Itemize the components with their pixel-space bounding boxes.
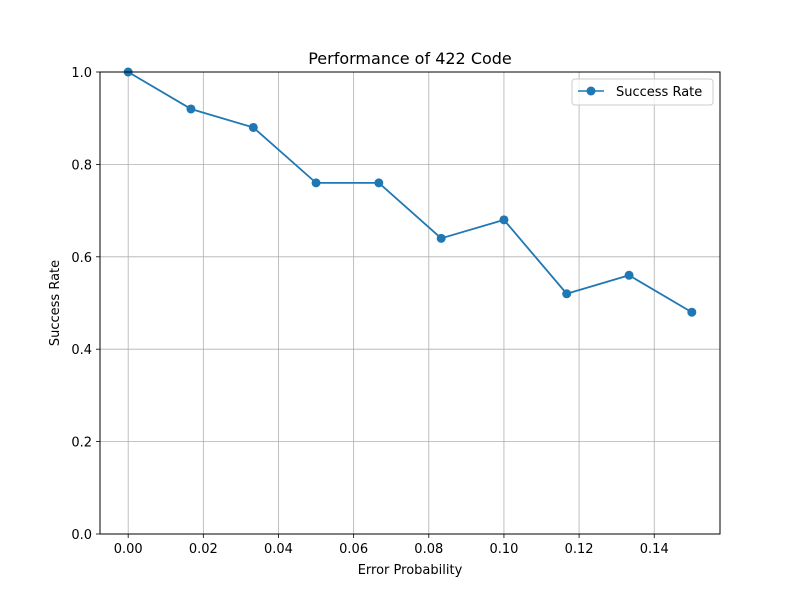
axis-ticks: 0.00 0.02 0.04 0.06 0.08 0.10 0.12 0.14 0.0 0.2 0.… — [71, 66, 668, 557]
legend-box — [571, 78, 714, 106]
x-tick-label: 0.06 — [339, 542, 368, 557]
x-tick-label: 0.12 — [565, 542, 594, 557]
data-point — [687, 307, 697, 317]
data-point — [311, 178, 321, 188]
data-point — [248, 122, 258, 132]
y-axis-title: Success Rate — [48, 260, 63, 346]
chart-title: Performance of 422 Code — [308, 49, 512, 68]
x-tick-label: 0.08 — [414, 542, 443, 557]
data-point — [624, 270, 634, 280]
plot-frame — [99, 71, 721, 535]
series-layer — [123, 67, 697, 317]
data-point — [499, 215, 509, 225]
x-tick-label: 0.10 — [489, 542, 518, 557]
y-tick-label: 0.8 — [71, 158, 92, 173]
y-tick-label: 0.0 — [71, 528, 92, 543]
legend: Success Rate — [571, 78, 714, 106]
y-tick-label: 1.0 — [71, 66, 92, 81]
series-line — [127, 71, 693, 314]
y-tick-label: 0.4 — [71, 343, 92, 358]
x-axis-title: Error Probability — [358, 563, 463, 578]
y-tick-label: 0.6 — [71, 251, 92, 266]
x-tick-label: 0.14 — [640, 542, 669, 557]
y-tick-label: 0.2 — [71, 436, 92, 451]
x-tick-label: 0.04 — [264, 542, 293, 557]
legend-marker — [586, 86, 596, 96]
legend-label: Success Rate — [616, 85, 702, 100]
data-point — [436, 233, 446, 243]
x-tick-label: 0.02 — [189, 542, 218, 557]
data-point — [562, 289, 572, 299]
x-tick-label: 0.00 — [114, 542, 143, 557]
data-point — [186, 104, 196, 114]
data-point — [374, 178, 384, 188]
